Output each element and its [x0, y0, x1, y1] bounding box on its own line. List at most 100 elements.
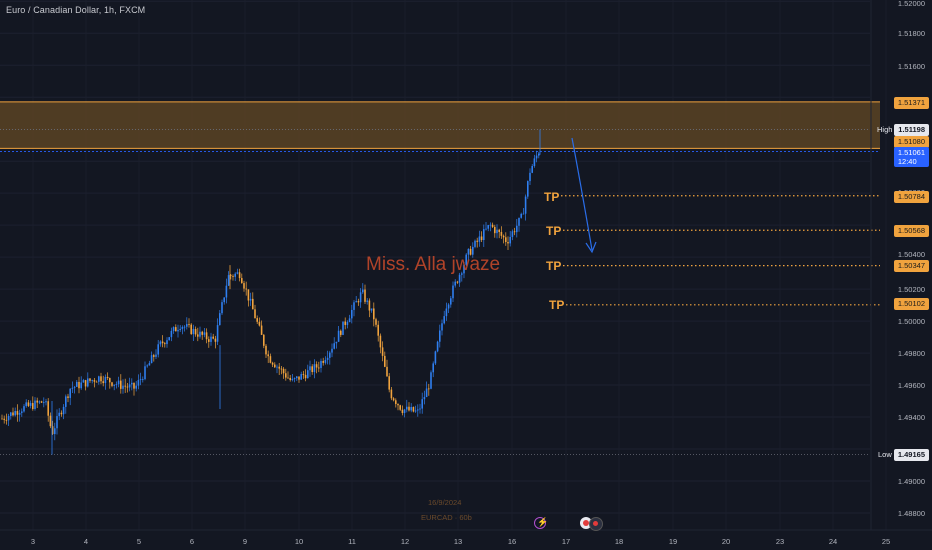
candle-body — [201, 331, 203, 335]
candle-body — [104, 376, 107, 384]
low-price-tag: 1.49165 — [893, 449, 929, 461]
candle-body — [168, 337, 170, 341]
time-tick: 24 — [828, 537, 838, 546]
candle-body — [480, 236, 483, 241]
candle-body — [346, 322, 349, 325]
candle-body — [388, 376, 390, 390]
candle-body — [364, 289, 366, 302]
tp-label-2: TP — [546, 224, 562, 238]
price-tick: 1.50000 — [897, 317, 925, 326]
candle-body — [447, 304, 450, 309]
candle-body — [318, 367, 320, 369]
candle-body — [155, 354, 157, 357]
time-tick: 18 — [614, 537, 624, 546]
candle-body — [234, 273, 236, 277]
candle-body — [430, 372, 432, 389]
candle-body — [465, 254, 467, 265]
candle-body — [491, 224, 494, 227]
candle-body — [487, 225, 489, 229]
candle-body — [377, 324, 379, 336]
candle-body — [293, 378, 296, 379]
down-arrow — [571, 137, 593, 251]
candle-body — [153, 355, 155, 357]
candle-body — [516, 225, 518, 233]
candle-body — [166, 340, 168, 345]
candle-body — [461, 273, 463, 275]
candle-body — [331, 348, 333, 353]
candle-body — [434, 351, 437, 364]
tp-label-4: TP — [549, 298, 565, 312]
candle-body — [357, 301, 360, 303]
time-tick: 13 — [453, 537, 463, 546]
candle-body — [109, 378, 111, 383]
candle-body — [408, 406, 410, 411]
candle-body — [500, 231, 503, 236]
candle-body — [513, 231, 516, 233]
candle-body — [3, 418, 5, 420]
candle-body — [454, 281, 456, 286]
candle-body — [128, 384, 131, 388]
time-tick: 11 — [348, 537, 356, 546]
candle-body — [7, 415, 10, 421]
candle-body — [254, 309, 256, 319]
candle-body — [527, 181, 529, 197]
lightning-icon[interactable]: ⚡ — [534, 517, 548, 529]
candle-body — [344, 321, 346, 325]
price-tick: 1.48800 — [897, 509, 925, 518]
candle-body — [172, 327, 175, 331]
price-tick: 1.51800 — [897, 29, 925, 38]
footer-symbol: EURCAD · 60b — [421, 513, 472, 522]
candle-body — [452, 285, 454, 299]
candle-body — [87, 378, 89, 387]
candle-body — [296, 376, 298, 379]
candle-body — [36, 400, 38, 403]
candle-body — [78, 381, 80, 389]
candle-body — [225, 285, 228, 298]
candle-body — [227, 275, 230, 286]
candle-body — [80, 382, 82, 389]
candle-body — [287, 377, 289, 379]
candle-body — [533, 158, 536, 166]
candle-body — [117, 380, 120, 385]
candle-body — [463, 264, 465, 274]
candle-body — [311, 366, 313, 373]
candle-body — [258, 321, 261, 326]
candle-body — [47, 401, 49, 416]
candle-body — [106, 376, 109, 379]
candle-body — [256, 318, 258, 322]
candle-body — [474, 240, 476, 247]
low-label: Low — [878, 450, 892, 459]
candle-body — [51, 426, 54, 435]
candle-body — [10, 412, 12, 416]
candle-body — [282, 368, 285, 374]
candle-body — [60, 412, 63, 415]
candle-body — [315, 364, 318, 368]
candle-body — [397, 403, 399, 406]
candle-body — [260, 325, 263, 335]
time-tick: 17 — [561, 537, 571, 546]
candle-body — [18, 412, 21, 415]
candle-body — [142, 379, 144, 380]
candle-body — [221, 302, 223, 314]
replay-icon[interactable] — [589, 517, 603, 531]
candle-body — [120, 380, 122, 389]
candle-body — [379, 335, 382, 348]
candle-body — [223, 297, 225, 303]
candle-body — [472, 246, 474, 255]
candle-body — [199, 331, 201, 337]
candle-body — [157, 344, 159, 355]
supply-zone — [0, 101, 880, 149]
candle-body — [76, 381, 78, 387]
symbol-title[interactable]: Euro / Canadian Dollar, 1h, FXCM — [6, 5, 146, 15]
candle-body — [25, 402, 27, 407]
candle-body — [38, 401, 41, 403]
candle-body — [390, 389, 393, 399]
candle-body — [348, 318, 351, 323]
candle-body — [520, 213, 522, 218]
candle-body — [1, 418, 3, 420]
candle-body — [494, 226, 496, 234]
candle-body — [98, 376, 100, 382]
candle-body — [179, 328, 181, 330]
